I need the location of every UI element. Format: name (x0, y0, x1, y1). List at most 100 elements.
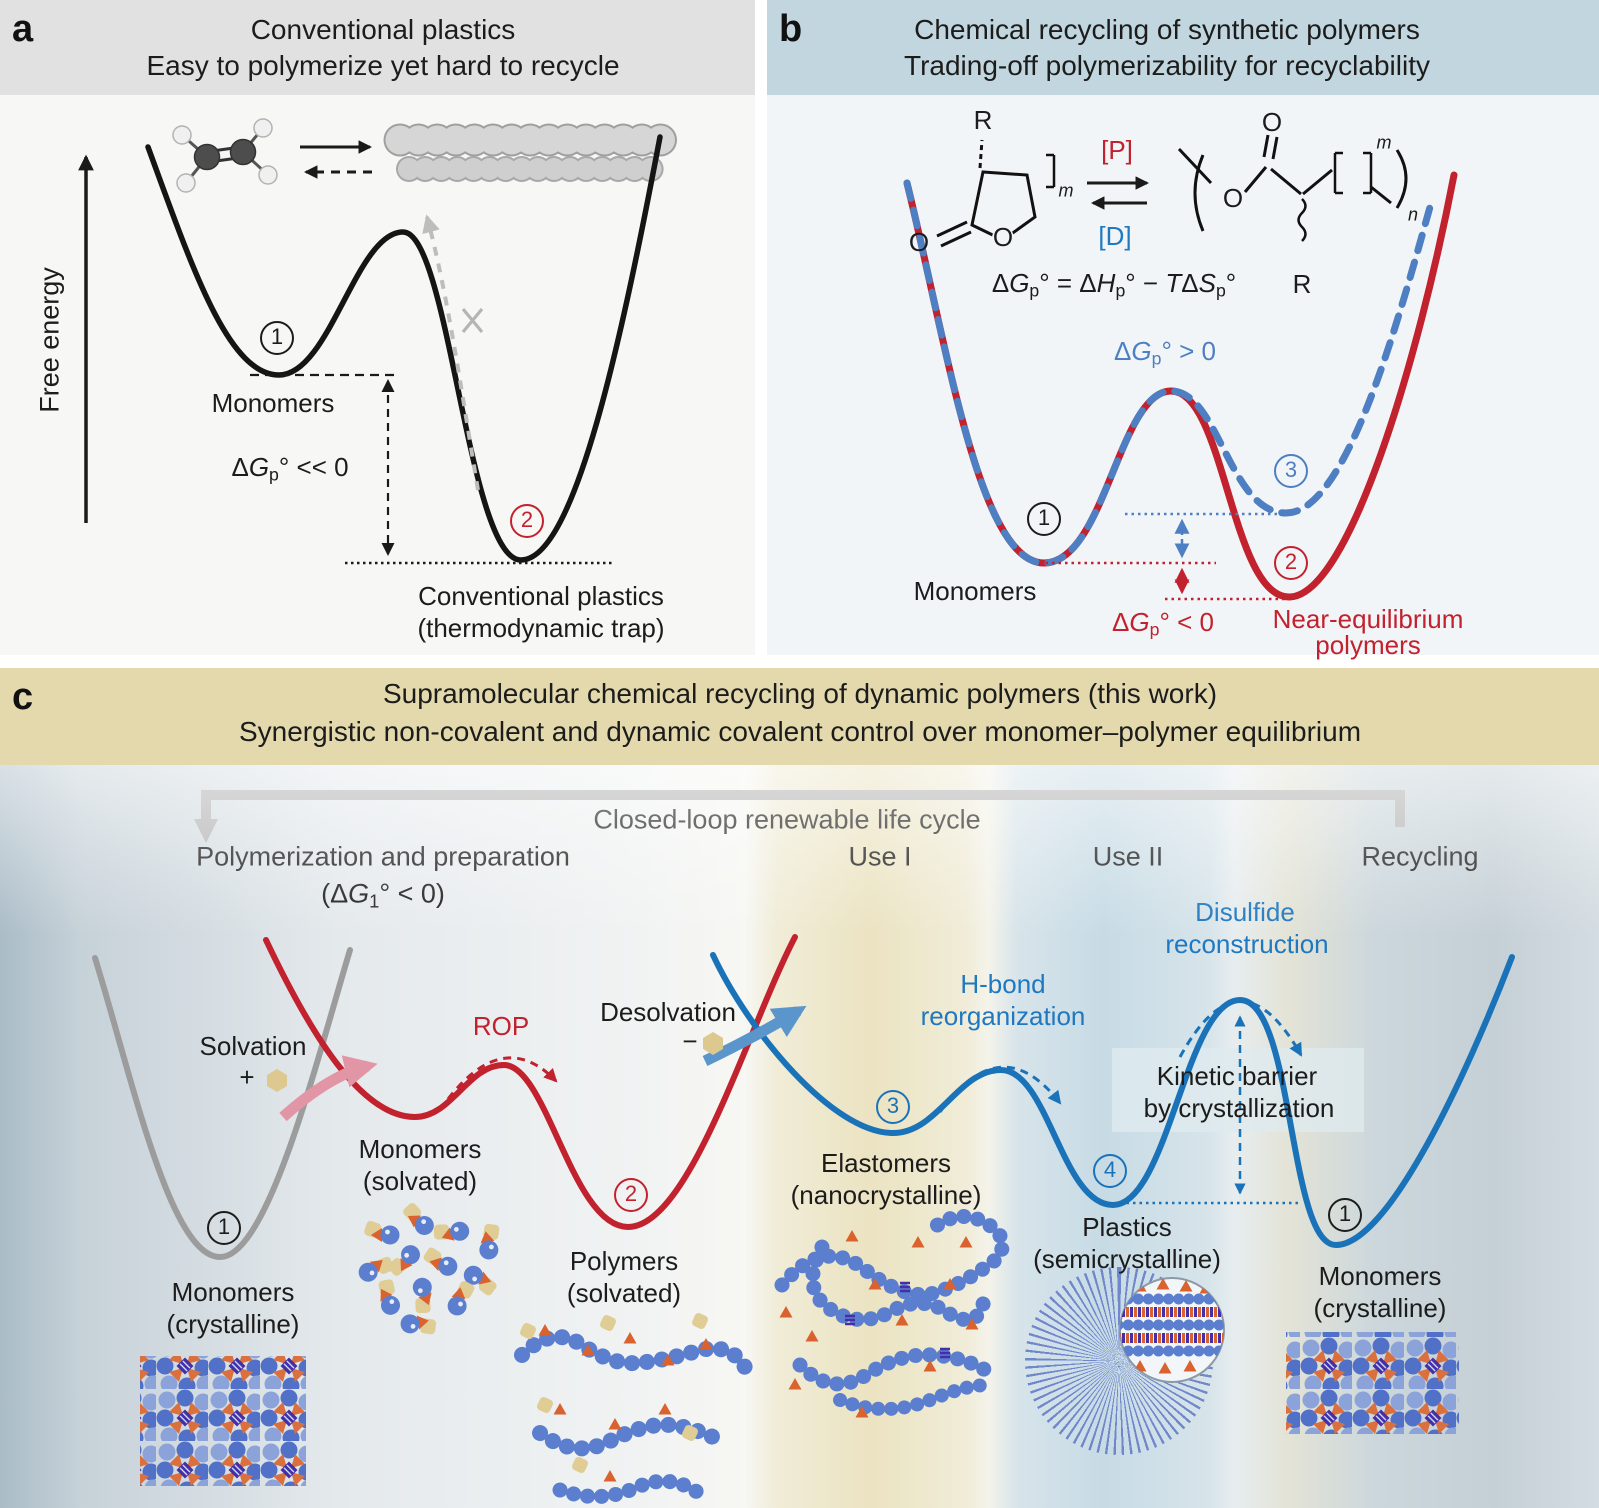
ethylene-molecule-icon (172, 118, 278, 193)
x-mark-icon (461, 307, 484, 334)
monomers-crystalline-right-1: Monomers (1318, 1261, 1442, 1292)
state-1-badge: 1 (260, 321, 294, 355)
panel-b: b Chemical recycling of synthetic polyme… (767, 0, 1599, 660)
gibbs-equation: ΔGp° = ΔHp° − TΔSp° (991, 268, 1237, 301)
energy-level-annotations-a (250, 373, 612, 565)
polymerization-arrow-icon (300, 140, 373, 179)
monomers-crystalline-right-2: (crystalline) (1313, 1293, 1447, 1324)
energy-curve-b-blue-dashed (903, 179, 1434, 567)
state-2-badge-c: 2 (614, 1178, 648, 1212)
exo-oxygen-label: O (908, 227, 930, 258)
monomers-label-b: Monomers (913, 576, 1037, 607)
closed-loop-arrow (194, 790, 1405, 843)
monomers-solvated-2: (solvated) (362, 1166, 478, 1197)
panel-c-graphics (92, 790, 1515, 1505)
lamellae-magnifier-icon (1119, 1277, 1225, 1383)
kinetic-label-1: Kinetic barrier (1156, 1061, 1318, 1092)
panel-b-body: R O O m [P] [D] O O m R n ΔGp° = ΔHp° − … (767, 95, 1599, 660)
stage-polymerization: Polymerization and preparation (196, 841, 570, 872)
plastics-label-2: (semicrystalline) (1033, 1244, 1221, 1275)
kinetic-barrier-annotation (1120, 1015, 1298, 1205)
polyethylene-chain-icon (383, 123, 689, 182)
poly-r-label: R (1292, 269, 1312, 300)
panel-c-title: Supramolecular chemical recycling of dyn… (382, 677, 1218, 709)
ring-m-subscript: m (1058, 180, 1074, 201)
solvated-monomers-icon (354, 1199, 506, 1341)
stage-use-1: Use I (848, 841, 912, 872)
panel-a-tag: a (12, 8, 34, 50)
state-2-badge: 2 (510, 504, 544, 538)
solvent-hexagon-icon (267, 1069, 287, 1092)
stage-use-2: Use II (1092, 841, 1164, 872)
hbond-label-1: H-bond (960, 969, 1046, 1000)
panel-c-header: c Supramolecular chemical recycling of d… (0, 668, 1599, 765)
solvation-plus: + (239, 1062, 255, 1093)
near-equilibrium-label-2: polymers (1315, 630, 1421, 661)
monomers-label-a: Monomers (211, 388, 335, 419)
monomers-crystalline-left-1: Monomers (171, 1277, 295, 1308)
equilibrium-arrows-icon (1087, 176, 1150, 210)
energy-curve-a (145, 134, 663, 563)
propagation-catalyst-label: [P] (1101, 135, 1133, 166)
state-2-badge-b: 2 (1274, 546, 1308, 580)
elastomers-label-1: Elastomers (820, 1148, 952, 1179)
y-axis-label: Free energy (34, 267, 65, 413)
disulfide-label-2: reconstruction (1165, 929, 1329, 960)
solvation-label: Solvation (199, 1031, 307, 1062)
solvation-arrow (279, 1055, 378, 1122)
kinetic-label-2: by crystallization (1143, 1093, 1335, 1124)
polymers-solvated-2: (solvated) (566, 1278, 682, 1309)
blocked-depolymerization-arrow (422, 214, 484, 491)
polyester-structure (1177, 134, 1408, 242)
crystal-lattice-left (140, 1356, 306, 1486)
plastics-label-1: Plastics (1082, 1212, 1172, 1243)
r-group-label: R (973, 105, 993, 136)
panel-a-title: Conventional plastics (250, 13, 516, 45)
depolymerization-catalyst-label: [D] (1098, 221, 1132, 252)
state-1-right-badge: 1 (1328, 1198, 1362, 1232)
disulfide-arrow (1178, 1000, 1303, 1058)
elastomers-label-2: (nanocrystalline) (790, 1180, 982, 1211)
panel-c-subtitle: Synergistic non-covalent and dynamic cov… (238, 715, 1362, 747)
state-4-badge-c: 4 (1093, 1154, 1127, 1188)
poly-n-subscript: n (1407, 204, 1419, 225)
desolvation-arrow (702, 1005, 807, 1066)
panel-a-graphics (78, 118, 689, 565)
hbond-arrow (938, 1065, 1062, 1113)
stage-polymerization-dg: (ΔG1° < 0) (321, 878, 445, 912)
solvated-polymers-icon (514, 1311, 755, 1505)
desolvation-label: Desolvation (600, 997, 736, 1028)
desolvation-minus: − (682, 1026, 698, 1057)
state-1-left-badge: 1 (207, 1211, 241, 1245)
elastomer-network-icon (774, 1209, 1010, 1418)
state-3-badge-c: 3 (876, 1090, 910, 1124)
energy-curve-c-blue (710, 952, 1515, 1249)
desolvation-hexagon-icon (703, 1032, 723, 1055)
closed-loop-label: Closed-loop renewable life cycle (593, 804, 981, 835)
panel-b-subtitle: Trading-off polymerizability for recycla… (904, 49, 1430, 81)
polymers-solvated-1: Polymers (569, 1246, 679, 1277)
panel-b-title: Chemical recycling of synthetic polymers (914, 13, 1420, 45)
conventional-plastics-label: Conventional plastics (418, 581, 664, 612)
panel-a: a Conventional plastics Easy to polymeri… (0, 0, 755, 655)
delta-g-positive-label: ΔGp° > 0 (1114, 336, 1216, 369)
ester-oxygen-label: O (1222, 183, 1244, 214)
disulfide-label-1: Disulfide (1195, 897, 1295, 928)
panel-b-tag: b (779, 8, 803, 50)
lactone-structure (908, 139, 1056, 254)
panel-a-subtitle: Easy to polymerize yet hard to recycle (146, 49, 620, 81)
poly-m-superscript: m (1376, 132, 1392, 153)
rop-arrow (446, 1056, 558, 1100)
monomers-crystalline-left-2: (crystalline) (166, 1309, 300, 1340)
panel-c-body: Closed-loop renewable life cycle Polymer… (0, 765, 1599, 1508)
panel-a-header: a Conventional plastics Easy to polymeri… (0, 0, 755, 95)
rop-label: ROP (472, 1011, 530, 1042)
hbond-label-2: reorganization (920, 1001, 1086, 1032)
delta-g-negative-label: ΔGp° < 0 (1112, 607, 1214, 640)
panel-a-body: Free energy 1 Monomers ΔGp° << 0 2 Conve… (0, 95, 755, 655)
state-3-badge-b: 3 (1274, 454, 1308, 488)
panel-b-header: b Chemical recycling of synthetic polyme… (767, 0, 1599, 95)
energy-curve-b-red (903, 171, 1458, 601)
delta-g-label-a: ΔGp° << 0 (231, 452, 349, 485)
